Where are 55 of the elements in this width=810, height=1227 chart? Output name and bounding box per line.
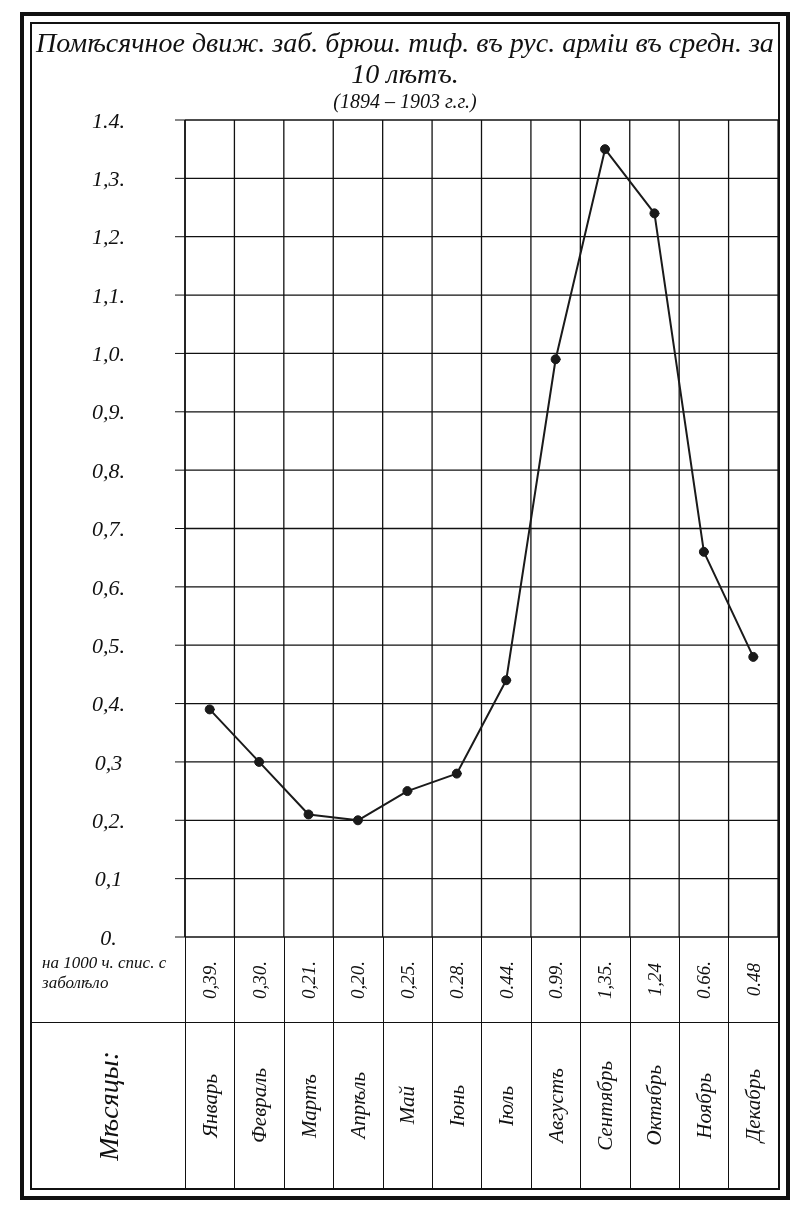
data-label: 0.44.	[495, 960, 518, 999]
point	[254, 756, 265, 767]
x-tick-label: Январь	[197, 1073, 223, 1138]
data-label: 0,21.	[298, 960, 320, 999]
y-tick-label: 0,5.	[92, 632, 125, 658]
y-tick-label: 1,1.	[92, 282, 125, 308]
data-label: 0.99.	[545, 960, 568, 999]
y-tick-label: 0,6.	[92, 574, 125, 600]
y-tick-label: 1.4.	[92, 107, 125, 133]
point	[501, 675, 512, 686]
y-tick-label: 0,3	[94, 749, 123, 775]
x-tick-label: Октябрь	[642, 1065, 668, 1146]
chart-title: Помѣсячное движ. заб. брюш. тиф. въ рус. арміи въ средн. за 10 лѣтъ.	[36, 27, 774, 89]
y-tick-label: 1,0.	[92, 341, 125, 367]
y-tick-label: 1,2.	[92, 224, 125, 250]
data-label: 0,25.	[396, 960, 419, 999]
point	[748, 651, 759, 662]
data-label: 0,30.	[248, 960, 271, 999]
data-label: 1,35.	[594, 960, 617, 999]
y-tick-label: 0,7.	[92, 516, 125, 542]
x-tick-label: Іюль	[494, 1085, 520, 1126]
data-label: 0.66.	[693, 960, 716, 999]
y-axis-title: на 1000 ч. спис. с заболѣло	[42, 953, 167, 992]
y-tick-label: 0,4.	[92, 691, 125, 717]
y-tick-label: 0,9.	[92, 399, 125, 425]
point	[649, 208, 660, 219]
x-tick-label: Май	[395, 1086, 421, 1125]
x-tick-label: Декабрь	[741, 1068, 767, 1143]
data-label: 0,39.	[199, 960, 222, 999]
point	[698, 546, 709, 557]
x-tick-label: Февраль	[247, 1067, 273, 1144]
data-label: 0.48	[742, 962, 765, 997]
data-label: 0,20.	[347, 960, 370, 999]
chart-subtitle: (1894 – 1903 г.г.)	[333, 89, 477, 112]
point	[550, 354, 561, 365]
point	[303, 809, 314, 820]
y-tick-label: 0.	[100, 924, 117, 950]
point	[600, 144, 611, 155]
x-tick-label: Ноябрь	[691, 1072, 717, 1139]
point	[352, 815, 363, 826]
x-tick-label: Августъ	[543, 1068, 569, 1143]
x-tick-label: Мартъ	[296, 1073, 322, 1138]
point	[451, 768, 462, 779]
point	[402, 786, 413, 797]
y-tick-label: 0,8.	[92, 457, 125, 483]
data-label: 1,24	[643, 962, 666, 997]
data-label: 0.28.	[446, 960, 469, 999]
x-tick-label: Сентябрь	[592, 1060, 618, 1151]
x-tick-label: Апрѣль	[345, 1072, 371, 1139]
x-tick-label: Іюнь	[444, 1084, 470, 1127]
y-tick-label: 1,3.	[92, 166, 125, 192]
point	[204, 704, 215, 715]
y-tick-label: 0,1	[94, 866, 123, 892]
text: Мѣсяцы:	[92, 1050, 124, 1161]
y-tick-label: 0,2.	[92, 807, 125, 833]
